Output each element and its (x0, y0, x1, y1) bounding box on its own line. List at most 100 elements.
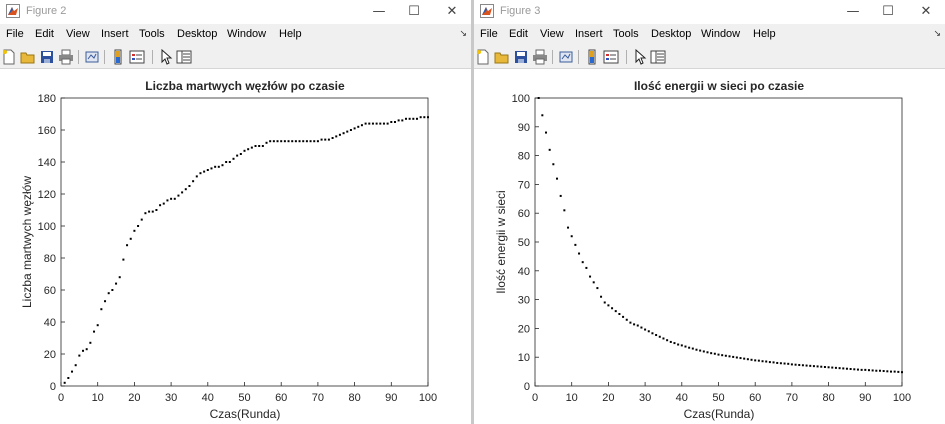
y-tick-label: 160 (38, 125, 56, 137)
data-point (280, 140, 283, 143)
title-bar[interactable]: Figure 2 — ☐ ✕ (0, 0, 471, 24)
data-point (867, 369, 870, 372)
maximize-button[interactable]: ☐ (408, 4, 420, 19)
maximize-button[interactable]: ☐ (882, 4, 894, 19)
y-tick-label: 60 (44, 285, 56, 297)
new-figure-icon[interactable] (475, 49, 491, 65)
data-point (148, 210, 151, 213)
open-file-icon[interactable] (494, 49, 510, 65)
data-point (320, 138, 323, 141)
figure-canvas[interactable]: Liczba martwych węzłów po czasie 0 10 20 30… (0, 69, 471, 424)
menu-window[interactable]: Window (227, 28, 267, 40)
data-point (166, 199, 169, 202)
insert-colorbar-icon[interactable] (584, 49, 600, 65)
menu-insert[interactable]: Insert (101, 28, 129, 40)
data-point (360, 124, 363, 127)
menu-desktop[interactable]: Desktop (177, 28, 218, 40)
menu-help[interactable]: Help (753, 28, 776, 40)
menu-window[interactable]: Window (701, 28, 741, 40)
data-point (651, 332, 654, 335)
data-point (633, 323, 636, 326)
data-point (258, 145, 261, 147)
data-point (600, 295, 603, 298)
print-icon[interactable] (58, 49, 74, 65)
menu-help[interactable]: Help (279, 28, 302, 40)
data-point (607, 304, 610, 307)
data-point (816, 365, 819, 368)
data-point (298, 140, 301, 143)
data-point (162, 202, 165, 205)
data-point (346, 130, 349, 133)
data-point (820, 365, 823, 368)
print-icon[interactable] (532, 49, 548, 65)
minimize-button[interactable]: — (846, 4, 860, 19)
data-point (878, 369, 881, 372)
menu-insert[interactable]: Insert (575, 28, 603, 40)
data-point (743, 357, 746, 360)
insert-legend-icon[interactable] (129, 49, 145, 65)
menu-overflow-icon[interactable]: ↘ (459, 29, 467, 39)
x-tick-label: 90 (859, 392, 871, 404)
data-point (845, 367, 848, 370)
data-point (541, 114, 544, 117)
toolbar-separator (104, 50, 105, 64)
data-point (640, 326, 643, 329)
data-point (713, 352, 716, 355)
insert-legend-icon[interactable] (603, 49, 619, 65)
menu-file[interactable]: File (480, 28, 498, 40)
y-tick-label: 0 (50, 381, 56, 393)
data-point (386, 122, 389, 125)
menu-edit[interactable]: Edit (509, 28, 528, 40)
minimize-button[interactable]: — (372, 4, 386, 19)
data-point (699, 349, 702, 352)
data-point (864, 368, 867, 371)
data-point (710, 352, 713, 355)
data-point (283, 140, 286, 143)
y-tick-label: 50 (518, 237, 530, 249)
data-point (732, 355, 735, 358)
menu-desktop[interactable]: Desktop (651, 28, 692, 40)
data-point (677, 343, 680, 346)
data-point (393, 121, 396, 123)
menu-tools[interactable]: Tools (613, 28, 639, 40)
title-bar[interactable]: Figure 3 — ☐ ✕ (474, 0, 945, 24)
toolbar-separator (78, 50, 79, 64)
pointer-icon[interactable] (632, 49, 648, 65)
data-point (210, 167, 213, 170)
property-editor-icon[interactable] (176, 49, 192, 65)
x-tick-label: 60 (749, 392, 761, 404)
menu-edit[interactable]: Edit (35, 28, 54, 40)
data-point (809, 364, 812, 367)
data-point (636, 324, 639, 327)
data-point (104, 300, 107, 303)
property-editor-icon[interactable] (650, 49, 666, 65)
save-icon[interactable] (513, 49, 529, 65)
data-point (563, 209, 566, 212)
menu-view[interactable]: View (66, 28, 90, 40)
figure-canvas[interactable]: Ilość energii w sieci po czasie 0 10 20 30 4… (474, 69, 945, 424)
data-point (228, 161, 231, 163)
open-file-icon[interactable] (20, 49, 36, 65)
menu-view[interactable]: View (540, 28, 564, 40)
menu-overflow-icon[interactable]: ↘ (933, 29, 941, 39)
data-point (272, 140, 275, 143)
close-button[interactable]: ✕ (446, 4, 458, 19)
data-point (728, 355, 731, 358)
save-icon[interactable] (39, 49, 55, 65)
data-point (853, 368, 856, 371)
data-point (680, 344, 683, 347)
close-button[interactable]: ✕ (920, 4, 932, 19)
data-point (199, 172, 202, 175)
data-point (82, 349, 85, 352)
insert-colorbar-icon[interactable] (110, 49, 126, 65)
data-point (585, 266, 588, 269)
pointer-icon[interactable] (158, 49, 174, 65)
new-figure-icon[interactable] (1, 49, 17, 65)
chart-dead-nodes: Liczba martwych węzłów po czasie 0 10 20 30… (20, 79, 437, 421)
link-plot-icon[interactable] (558, 49, 574, 65)
menu-file[interactable]: File (6, 28, 24, 40)
data-point (155, 209, 158, 211)
link-plot-icon[interactable] (84, 49, 100, 65)
menu-tools[interactable]: Tools (139, 28, 165, 40)
menu-bar: File Edit View Insert Tools Desktop Wind… (474, 25, 945, 45)
